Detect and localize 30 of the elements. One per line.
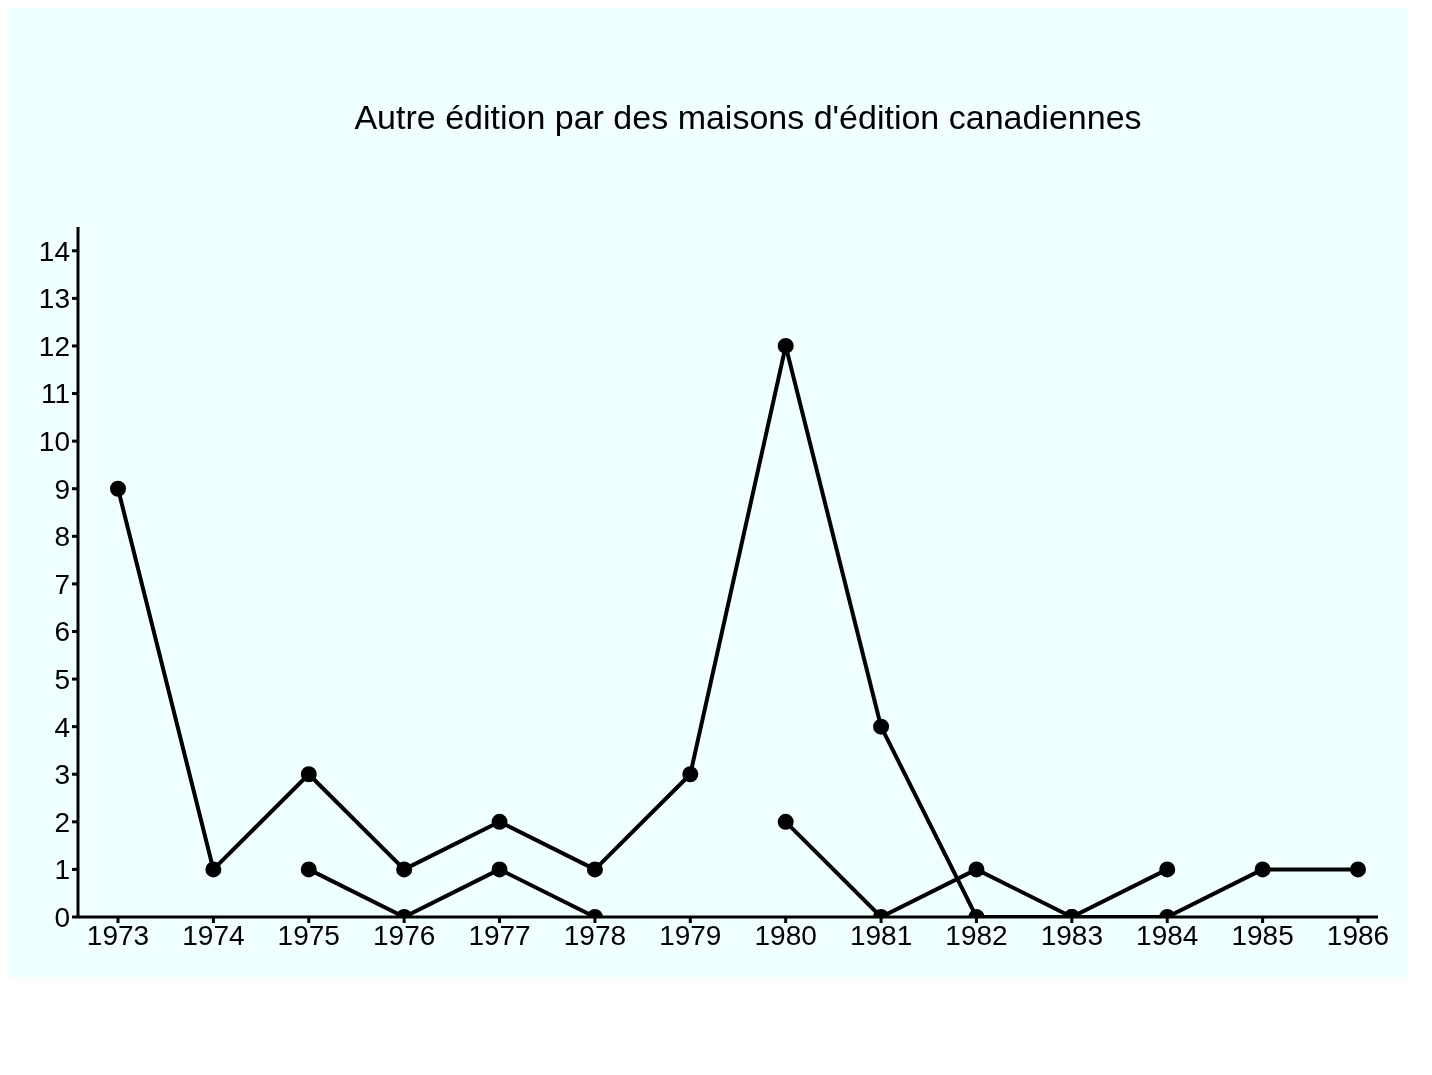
x-tick-label: 1979	[659, 919, 722, 951]
y-tick-label: 4	[54, 711, 70, 743]
y-tick-label: 13	[38, 283, 70, 315]
chart-title: Autre édition par des maisons d'édition canadiennes	[353, 97, 1143, 138]
x-tick-label: 1973	[86, 919, 150, 951]
y-tick-label: 14	[38, 235, 70, 267]
x-tick-label: 1984	[1136, 919, 1199, 951]
y-tick-label: 3	[54, 759, 70, 791]
y-tick-label: 5	[54, 664, 70, 696]
x-tick-label: 1980	[754, 919, 817, 951]
x-tick-label: 1976	[373, 919, 436, 951]
x-tick-label: 1974	[182, 919, 245, 951]
y-tick-label: 12	[38, 330, 70, 362]
y-tick-label: 11	[40, 378, 70, 410]
x-tick-label: 1982	[945, 919, 1008, 951]
y-tick-label: 8	[54, 521, 70, 553]
y-tick-label: 0	[54, 901, 70, 933]
y-tick-label: 2	[54, 806, 70, 838]
y-tick-label: 1	[54, 854, 70, 886]
x-tick-label: 1975	[277, 919, 340, 951]
y-tick-label: 6	[54, 616, 70, 648]
y-tick-label: 9	[54, 473, 70, 505]
x-tick-label: 1985	[1231, 919, 1294, 951]
x-tick-label: 1978	[563, 919, 627, 951]
y-tick-label: 10	[38, 426, 70, 458]
x-tick-label: 1986	[1326, 919, 1390, 951]
x-tick-label: 1977	[468, 919, 531, 951]
x-tick-label: 1981	[849, 919, 913, 951]
y-tick-label: 7	[54, 568, 70, 600]
x-tick-label: 1983	[1040, 919, 1103, 951]
